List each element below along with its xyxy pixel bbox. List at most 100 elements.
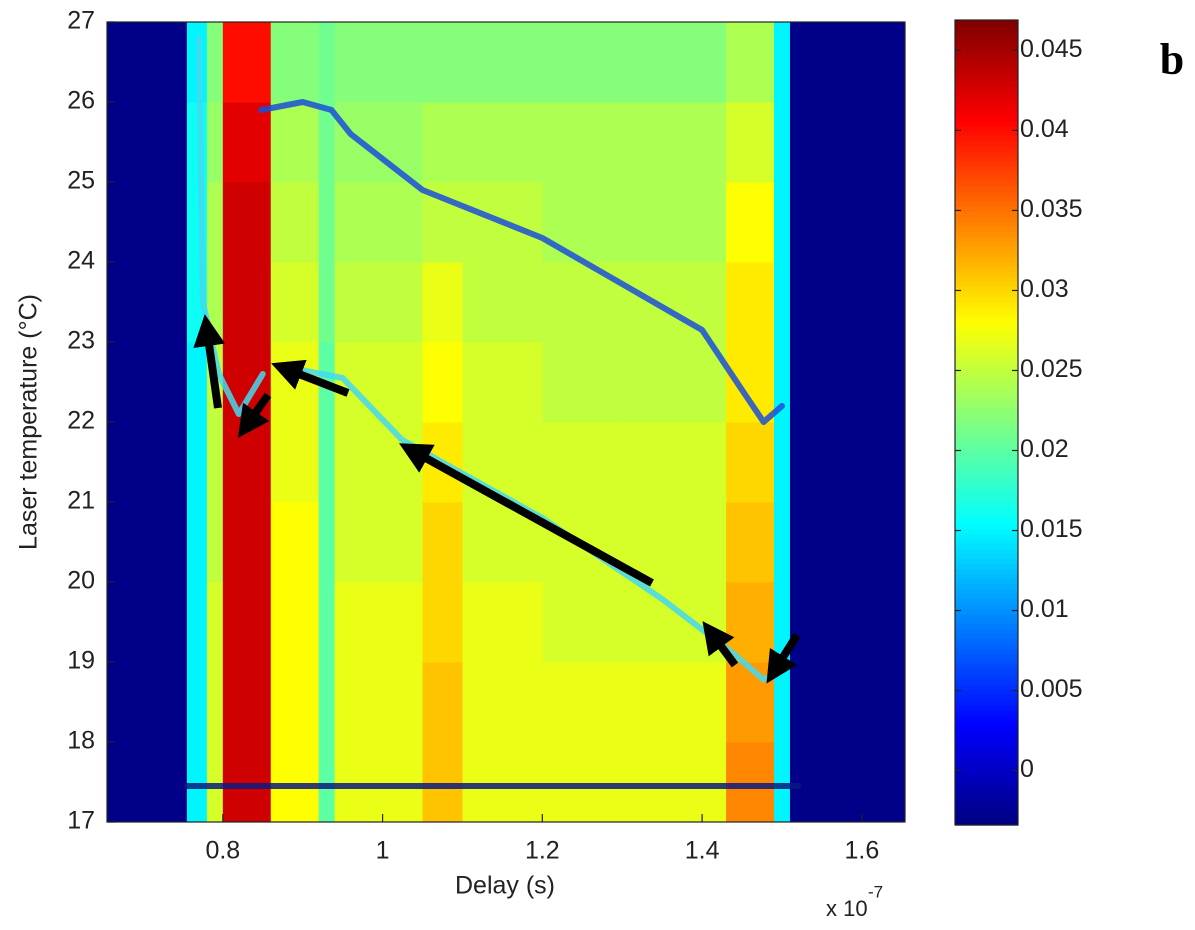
colorbar-tick-label: 0.01: [1020, 595, 1069, 623]
heat-cell: [334, 22, 424, 103]
colorbar-step: [955, 704, 1018, 710]
ridge-line: [258, 99, 785, 425]
colorbar-frame: [954, 19, 1019, 826]
colorbar-step: [955, 246, 1018, 253]
colorbar-step: [955, 90, 1018, 97]
colorbar-step: [955, 749, 1018, 756]
heat-cell: [789, 422, 906, 503]
x-tick-label: 1.6: [844, 837, 879, 865]
arrow: [398, 443, 654, 587]
heat-cell: [318, 582, 336, 663]
colorbar-step: [955, 30, 1018, 36]
colorbar-step: [955, 100, 1018, 107]
colorbar-step: [955, 175, 1018, 182]
colorbar-step: [955, 165, 1018, 172]
colorbar-step: [955, 201, 1018, 207]
heat-cell: [542, 742, 623, 823]
heat-cell: [773, 182, 791, 263]
heat-cell: [222, 102, 272, 183]
colorbar-step: [955, 794, 1018, 801]
colorbar-tick-label: 0.035: [1020, 195, 1083, 223]
heat-cell: [726, 662, 775, 743]
heat-cell: [206, 182, 224, 263]
colorbar-step: [955, 764, 1018, 771]
colorbar-step: [955, 814, 1018, 821]
heat-cell: [334, 662, 424, 743]
colorbar-step: [955, 533, 1018, 539]
colorbar-tick-label: 0.04: [1020, 115, 1069, 143]
heat-cell: [622, 662, 727, 743]
heat-cell: [622, 342, 727, 423]
colorbar-step: [955, 442, 1018, 449]
colorbar-step: [955, 784, 1018, 791]
ridge-line: [195, 35, 266, 417]
heat-cell: [622, 262, 727, 343]
heat-cell: [789, 182, 906, 263]
colorbar-step: [955, 336, 1018, 343]
heat-cell: [726, 422, 775, 503]
heat-cell: [726, 502, 775, 583]
colorbar-step: [955, 211, 1018, 217]
colorbar-step: [955, 397, 1018, 403]
heat-cell: [789, 22, 906, 103]
colorbar-step: [955, 145, 1018, 152]
y-tick-label: 24: [67, 247, 95, 275]
heat-cell: [186, 582, 208, 663]
heat-cell: [107, 342, 188, 423]
heat-cell: [726, 262, 775, 343]
colorbar-tick-label: 0.02: [1020, 435, 1069, 463]
colorbar-step: [955, 457, 1018, 464]
x-tick-label: 1: [376, 837, 390, 865]
heat-cell: [186, 342, 208, 423]
y-tick-label: 22: [67, 407, 95, 435]
x-tick-label: 1.4: [685, 837, 720, 865]
colorbar-step: [955, 40, 1018, 46]
heat-cell: [222, 502, 272, 583]
colorbar-step: [955, 427, 1018, 434]
colorbar-step: [955, 186, 1018, 192]
colorbar-step: [955, 75, 1018, 81]
colorbar-tick-label: 0.03: [1020, 275, 1069, 303]
heat-cell: [422, 262, 463, 343]
colorbar-step: [955, 25, 1018, 31]
colorbar-step: [955, 503, 1018, 509]
heat-cell: [773, 22, 791, 103]
heat-cell: [422, 102, 463, 183]
heat-cell: [462, 22, 543, 103]
heat-cell: [270, 422, 320, 503]
colorbar-step: [955, 281, 1018, 288]
colorbar-step: [955, 739, 1018, 746]
y-axis-label: Laser temperature (°C): [15, 294, 43, 550]
colorbar-step: [955, 417, 1018, 424]
heat-cell: [222, 662, 272, 743]
heat-cell: [270, 182, 320, 263]
heat-cell: [318, 422, 336, 503]
colorbar-step: [955, 603, 1018, 610]
colorbar-step: [955, 774, 1018, 781]
heat-cell: [222, 22, 272, 103]
colorbar-step: [955, 196, 1018, 202]
colorbar-step: [955, 241, 1018, 248]
heat-cell: [318, 22, 336, 103]
heat-cell: [462, 582, 543, 663]
colorbar-step: [955, 724, 1018, 731]
colorbar-step: [955, 60, 1018, 66]
colorbar-step: [955, 467, 1018, 474]
colorbar-step: [955, 618, 1018, 625]
heat-cell: [462, 342, 543, 423]
colorbar-step: [955, 779, 1018, 786]
colorbar-step: [955, 684, 1018, 690]
heat-cell: [542, 342, 623, 423]
colorbar-step: [955, 85, 1018, 92]
colorbar-tick-label: 0.045: [1020, 35, 1083, 63]
arrow: [766, 632, 801, 684]
colorbar-step: [955, 694, 1018, 700]
colorbar-step: [955, 573, 1018, 580]
colorbar-step: [955, 588, 1018, 595]
heat-cell: [107, 182, 188, 263]
colorbar-step: [955, 462, 1018, 469]
colorbar-step: [955, 664, 1018, 670]
colorbar-step: [955, 528, 1018, 534]
colorbar-step: [955, 513, 1018, 519]
heat-cell: [422, 502, 463, 583]
